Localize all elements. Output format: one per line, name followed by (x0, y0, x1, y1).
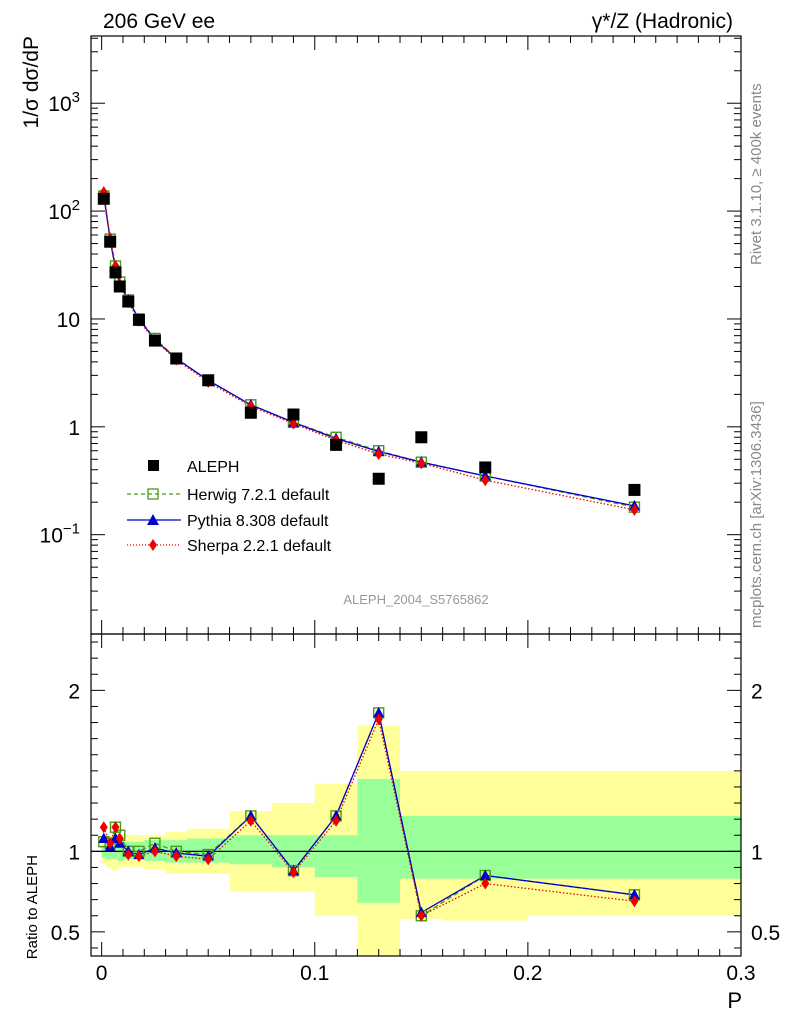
main-line-herwig (103, 195, 635, 508)
main-point-aleph-14 (479, 461, 492, 474)
ratio-panel-frame (90, 633, 742, 957)
ratio-line-sherpa (103, 717, 635, 917)
main-point-sherpa-10 (289, 417, 298, 430)
legend-label-pythia: Pythia 8.308 default (187, 513, 329, 530)
legend-entry-sherpa: Sherpa 2.2.1 default (127, 538, 332, 555)
header-left: 206 GeV ee (103, 10, 215, 33)
main-y-axis-label: 1/σ dσ/dP (20, 36, 43, 128)
legend-entry-aleph: ALEPH (148, 459, 239, 476)
main-point-aleph-9 (244, 406, 257, 419)
ratio-point-sherpa-8 (204, 853, 213, 866)
tick-labels: 0 0.1 0.2 0.3 10−1 1 10 102 103 0.5 0.5 1 1 2 2 (40, 89, 781, 985)
ratio-point-sherpa-15 (630, 895, 639, 908)
x-axis-label: P (727, 988, 742, 1013)
main-y-tick-label-0: 10−1 (40, 521, 80, 548)
legend: ALEPH Herwig 7.2.1 default Pythia 8.308 … (127, 459, 332, 555)
ratio-point-sherpa-1 (106, 837, 115, 850)
analysis-label: ALEPH_2004_S5765862 (343, 592, 488, 607)
main-point-aleph-15 (628, 483, 641, 496)
ratio-y-axis-label: Ratio to ALEPH (24, 855, 41, 959)
ratio-point-sherpa-5 (134, 850, 143, 863)
main-point-sherpa-14 (481, 474, 490, 487)
main-point-sherpa-12 (374, 447, 383, 460)
ratio-point-sherpa-10 (289, 866, 298, 879)
panel-frames (90, 35, 742, 957)
ratio-point-sherpa-0 (99, 821, 108, 834)
main-point-aleph-8 (202, 374, 215, 387)
ratio-point-sherpa-9 (246, 814, 255, 827)
ratio-point-sherpa-14 (481, 877, 490, 890)
main-y-tick-label-3: 102 (48, 197, 80, 224)
ratio-point-pythia-0 (98, 832, 110, 843)
main-line-sherpa (103, 192, 635, 511)
main-point-aleph-10 (287, 408, 300, 421)
mcplots-label: mcplots.cern.ch [arXiv:1306.3436] (748, 401, 765, 628)
legend-label-aleph: ALEPH (187, 459, 239, 476)
ratio-y-tick-label-left-1: 1 (68, 841, 80, 864)
legend-label-sherpa: Sherpa 2.2.1 default (187, 538, 332, 555)
ratio-point-sherpa-11 (332, 814, 341, 827)
stat-band-12 (357, 778, 401, 903)
main-point-aleph-4 (122, 295, 135, 308)
main-point-aleph-1 (104, 235, 117, 248)
main-point-aleph-5 (132, 313, 145, 326)
x-tick-label-0: 0 (96, 962, 108, 985)
legend-entry-pythia: Pythia 8.308 default (127, 513, 329, 530)
ratio-point-sherpa-3 (115, 832, 124, 845)
main-point-aleph-6 (148, 334, 161, 347)
x-tick-label-3: 0.3 (726, 962, 755, 985)
main-y-tick-label-4: 103 (48, 89, 80, 116)
ratio-y-tick-label-left-0: 0.5 (51, 922, 80, 945)
main-point-aleph-0 (97, 192, 110, 205)
legend-label-herwig: Herwig 7.2.1 default (187, 487, 330, 504)
main-y-tick-label-1: 1 (68, 417, 80, 440)
ratio-point-sherpa-12 (374, 713, 383, 726)
main-y-tick-label-2: 10 (57, 309, 80, 332)
ratio-point-pythia-12 (373, 706, 385, 718)
axis-ticks (91, 36, 742, 956)
ratio-point-sherpa-6 (150, 845, 159, 858)
main-point-sherpa-13 (417, 457, 426, 470)
main-point-aleph-7 (170, 352, 183, 365)
main-point-sherpa-15 (630, 503, 639, 516)
ratio-panel-series (98, 706, 641, 922)
header-right: γ*/Z (Hadronic) (592, 10, 733, 33)
ratio-y-tick-label-right-2: 2 (751, 680, 763, 703)
stat-band-14 (442, 815, 528, 879)
x-tick-label-1: 0.1 (300, 962, 329, 985)
ratio-y-tick-label-left-2: 2 (68, 680, 80, 703)
ratio-point-pythia-14 (479, 869, 491, 880)
main-point-aleph-12 (372, 472, 385, 485)
ratio-point-pythia-15 (628, 888, 640, 900)
ratio-y-tick-label-right-0: 0.5 (751, 922, 780, 945)
main-point-aleph-11 (330, 438, 343, 451)
main-point-aleph-13 (415, 431, 428, 444)
ratio-point-sherpa-7 (172, 850, 181, 863)
rivet-label: Rivet 3.1.10, ≥ 400k events (748, 83, 765, 265)
main-point-aleph-3 (113, 280, 126, 293)
x-tick-label-2: 0.2 (513, 962, 542, 985)
ratio-point-sherpa-13 (417, 909, 426, 922)
ratio-uncertainty-bands (91, 725, 741, 956)
stat-band-11 (314, 835, 358, 878)
ratio-point-sherpa-2 (111, 821, 120, 834)
stat-band-15 (527, 815, 741, 879)
main-line-pythia (103, 195, 635, 507)
ratio-point-sherpa-4 (124, 848, 133, 861)
main-point-aleph-2 (109, 266, 122, 279)
legend-entry-herwig: Herwig 7.2.1 default (127, 487, 330, 504)
main-panel-series (97, 186, 641, 516)
stat-band-9 (229, 835, 273, 865)
ratio-y-tick-label-right-1: 1 (751, 841, 763, 864)
